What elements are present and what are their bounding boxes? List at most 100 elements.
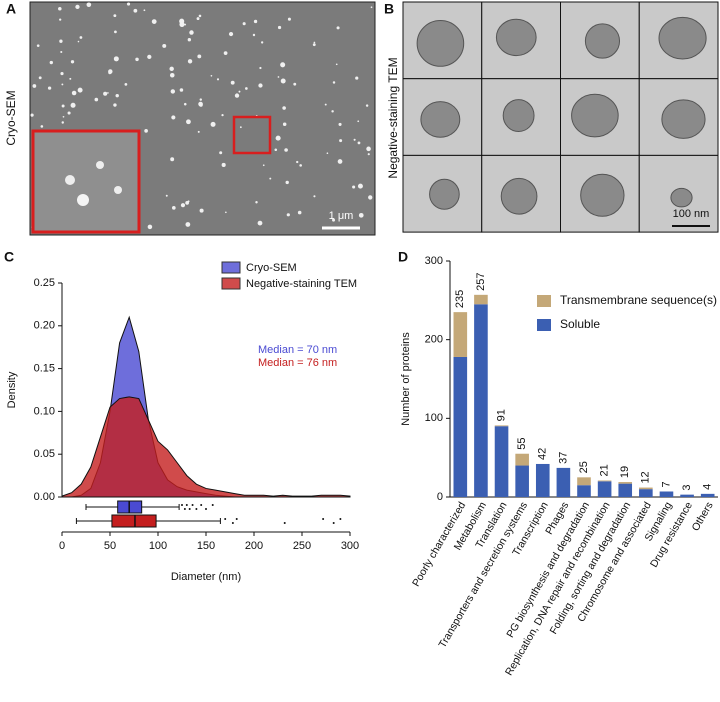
particle xyxy=(70,102,76,108)
x-tick-label: 0 xyxy=(59,540,65,552)
bar-segment xyxy=(618,483,633,497)
particle xyxy=(197,54,202,59)
particle xyxy=(70,60,75,64)
annotation: Median = 76 nm xyxy=(258,357,337,369)
particle xyxy=(187,59,193,64)
y-tick-label: 200 xyxy=(425,334,443,346)
particle xyxy=(198,14,202,18)
particle xyxy=(162,43,167,48)
outlier xyxy=(332,522,335,524)
x-tick-label: 50 xyxy=(104,540,116,552)
particle xyxy=(245,87,248,90)
total-label: 91 xyxy=(495,409,507,421)
particle xyxy=(269,177,272,180)
particle xyxy=(210,121,216,127)
particle xyxy=(335,63,338,66)
particle xyxy=(196,17,200,21)
particle xyxy=(61,83,64,86)
bar-segment xyxy=(680,494,694,497)
particle xyxy=(313,41,316,44)
particle xyxy=(151,19,157,24)
vesicle xyxy=(584,23,621,59)
side-label: Negative-staining TEM xyxy=(386,57,400,178)
y-tick-label: 0.15 xyxy=(34,363,55,375)
particle xyxy=(59,18,62,21)
particle xyxy=(234,93,240,98)
particle xyxy=(277,76,280,78)
outlier xyxy=(183,508,186,510)
bar-segment xyxy=(453,356,468,497)
particle xyxy=(115,93,119,98)
x-tick-label: Others xyxy=(690,500,716,533)
particle xyxy=(332,81,336,84)
total-label: 257 xyxy=(475,272,487,290)
particle xyxy=(230,80,235,85)
annotation: Median = 70 nm xyxy=(258,344,337,356)
particle xyxy=(169,72,175,78)
particle xyxy=(199,103,203,107)
total-label: 55 xyxy=(516,437,528,449)
particle xyxy=(40,125,44,128)
bar-segment xyxy=(577,477,591,486)
particle xyxy=(58,7,62,11)
vesicle xyxy=(571,93,619,138)
tem-image-grid xyxy=(402,1,719,233)
particle xyxy=(258,83,263,88)
particle xyxy=(114,30,117,34)
particle xyxy=(228,31,234,37)
particle xyxy=(296,160,299,164)
particle xyxy=(187,38,192,42)
outlier xyxy=(195,508,198,510)
particle xyxy=(275,135,281,141)
particle xyxy=(179,88,184,92)
particle xyxy=(186,119,191,125)
legend-label: Cryo-SEM xyxy=(246,262,297,274)
density-area xyxy=(61,396,351,498)
particle xyxy=(170,157,175,162)
legend-swatch xyxy=(221,277,241,290)
vesicle xyxy=(495,18,537,57)
particle xyxy=(75,4,80,10)
particle xyxy=(253,19,258,24)
total-label: 4 xyxy=(702,484,714,490)
vesicle xyxy=(429,178,460,210)
outlier xyxy=(283,522,286,524)
particle xyxy=(199,98,202,101)
particle xyxy=(324,103,327,106)
particle xyxy=(183,102,187,106)
particle xyxy=(124,83,128,86)
particle xyxy=(332,218,336,222)
particle xyxy=(77,87,83,93)
particle xyxy=(144,129,148,133)
particle xyxy=(86,2,92,7)
particle xyxy=(367,153,370,156)
particle xyxy=(189,30,194,35)
outlier xyxy=(188,508,191,510)
particle xyxy=(280,78,286,84)
particle xyxy=(221,113,224,117)
inset-zoom xyxy=(31,129,141,234)
particle xyxy=(36,44,40,47)
total-label: 3 xyxy=(681,485,693,491)
particle xyxy=(274,148,278,152)
particle xyxy=(133,8,138,13)
particle xyxy=(357,183,363,189)
y-tick-label: 0 xyxy=(437,491,443,503)
outlier xyxy=(185,504,188,506)
particle xyxy=(180,203,186,208)
particle xyxy=(77,40,80,43)
particle xyxy=(113,14,117,18)
particle xyxy=(187,200,190,203)
legend-label: Negative-staining TEM xyxy=(246,278,357,290)
particle xyxy=(255,201,258,204)
particle xyxy=(114,186,122,194)
particle xyxy=(352,185,356,189)
bar-segment xyxy=(700,493,715,497)
bar-segment xyxy=(597,481,612,497)
vesicle xyxy=(661,99,706,139)
total-label: 25 xyxy=(578,461,590,473)
bar-segment xyxy=(474,294,488,305)
outlier xyxy=(181,504,183,506)
particle xyxy=(358,212,364,218)
